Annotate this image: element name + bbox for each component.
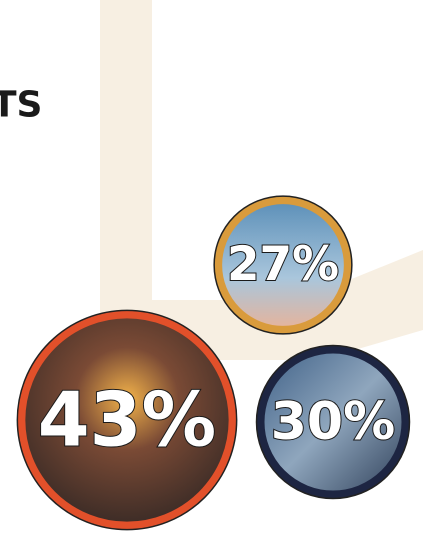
value-label: 30%: [271, 392, 396, 452]
infographic: TS 43% 27% 30%: [0, 0, 423, 535]
title: TS: [0, 85, 42, 126]
value-label: 43%: [38, 377, 216, 464]
value-label: 27%: [227, 238, 339, 292]
